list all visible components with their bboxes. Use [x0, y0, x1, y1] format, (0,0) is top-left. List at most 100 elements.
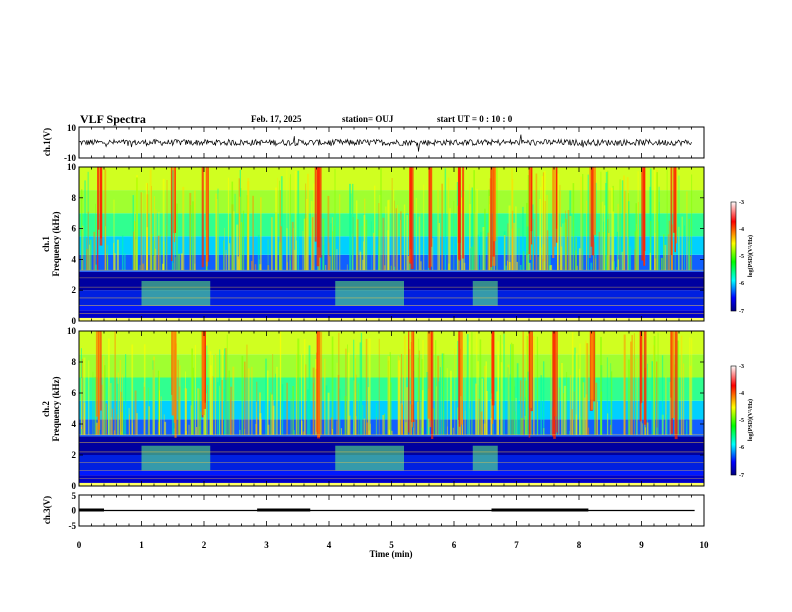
ch1-spec-noise-streak: [403, 204, 406, 271]
ch2-spec-noise-streak: [629, 420, 631, 435]
ch1-spec-noise-streak: [296, 240, 297, 271]
ch2-spec-noise-streak: [450, 370, 452, 435]
ch1-spec-noise-streak: [252, 195, 254, 271]
ch1-spec-noise-streak: [480, 232, 482, 271]
ch1-spec-noise-streak: [136, 177, 138, 271]
colorbar-ch2-tick: -6: [739, 445, 744, 451]
ch1-spec-noise-streak: [382, 217, 385, 271]
ch1-spec-noise-streak: [166, 225, 167, 271]
ch1-spec-noise-streak: [229, 243, 231, 271]
ch2-spec-noise-streak: [647, 363, 648, 435]
ch1-spec-event-streak: [431, 167, 433, 247]
ch1-spec-noise-streak: [84, 180, 86, 271]
ch1-spec-noise-streak: [471, 187, 473, 271]
ch1-spec-noise-streak: [388, 199, 390, 271]
ch1-spec-noise-streak: [600, 171, 602, 271]
ch2-spec-noise-streak: [627, 359, 630, 435]
ch2-spec-noise-streak: [308, 345, 311, 435]
ch1-spec-noise-streak: [477, 234, 479, 271]
ch1-ytick-label: 10: [67, 123, 77, 133]
ch2-spec-noise-streak: [134, 390, 137, 435]
ch2-spec-noise-streak: [409, 348, 411, 435]
ch1-spec-noise-streak: [469, 248, 471, 271]
ch2-spec-noise-streak: [435, 340, 437, 435]
ch1-spec-noise-streak: [664, 244, 667, 271]
ch1-spec-noise-streak: [379, 195, 381, 271]
ch1-spec-noise-streak: [113, 199, 115, 271]
ch1-spec-noise-streak: [192, 201, 194, 271]
ch1-spec-event-streak: [641, 167, 645, 261]
ch2-spec-ylabel-line1: ch.2: [41, 401, 51, 417]
ch2-spec-event-streak: [641, 331, 643, 403]
ch2-spec-noise-streak: [509, 374, 511, 435]
ch2-spec-noise-streak: [595, 382, 598, 435]
ch1-spec-noise-streak: [476, 189, 478, 271]
ch2-spec-noise-streak: [363, 418, 366, 435]
ch2-spec-noise-streak: [525, 380, 527, 435]
ch1-spec-noise-streak: [182, 186, 185, 271]
ch2-spec-noise-streak: [159, 390, 160, 435]
ch2-spec-noise-streak: [550, 334, 552, 435]
ch2-spec-noise-streak: [378, 338, 380, 435]
ch1-spec-noise-streak: [617, 203, 619, 271]
time-tick-label: 10: [700, 540, 710, 550]
ch2-spec-noise-streak: [480, 411, 483, 435]
ch2-spec-noise-streak: [271, 394, 273, 435]
ch2-spec-noise-streak: [585, 340, 587, 435]
ch1-spec-noise-streak: [650, 221, 652, 271]
ch1-spec-noise-streak: [294, 170, 297, 271]
ch1-spec-noise-streak: [595, 258, 597, 271]
ch1-spec-noise-streak: [629, 246, 632, 271]
ch1-spec-noise-streak: [637, 171, 639, 271]
ch1-spec-noise-streak: [93, 231, 96, 271]
ch1-spec-noise-streak: [531, 204, 534, 271]
ch2-spec-noise-streak: [485, 361, 487, 435]
ch2-spec-noise-streak: [357, 383, 359, 435]
ch1-spec-noise-streak: [89, 239, 92, 271]
ch2-spec-noise-streak: [347, 344, 348, 435]
ch1-spec-noise-streak: [154, 196, 155, 271]
ch1-spec-noise-streak: [95, 203, 96, 271]
ch1-spec-noise-streak: [681, 216, 683, 271]
ch1-ylabel: ch.1(V): [42, 128, 52, 156]
ch1-spec-noise-streak: [691, 174, 693, 271]
ch2-spec-noise-streak: [437, 355, 440, 435]
ch1-spec-band: [79, 305, 704, 311]
ch1-spec-noise-streak: [178, 253, 180, 271]
ch1-spec-noise-streak: [327, 195, 330, 271]
ch2-spec-noise-streak: [163, 414, 165, 435]
ch2-spec-noise-streak: [228, 370, 230, 435]
ch1-spec-noise-streak: [355, 200, 358, 271]
ch1-spec-noise-streak: [609, 187, 611, 271]
ch1-spec-noise-streak: [307, 173, 309, 271]
ch1-spec-noise-streak: [397, 205, 398, 271]
ch2-spec-noise-streak: [536, 336, 539, 435]
ch1-spec-noise-streak: [602, 201, 604, 271]
ch2-spec-event-streak: [458, 331, 460, 420]
ch1-spec-noise-streak: [286, 167, 288, 271]
ch2-spec-noise-streak: [188, 424, 190, 435]
ch1-spec-noise-streak: [535, 173, 538, 271]
ch1-spec-noise-streak: [291, 221, 294, 271]
ch2-spec-noise-streak: [293, 430, 295, 435]
ch1-spec-noise-streak: [447, 177, 450, 271]
ch1-spec-noise-streak: [339, 194, 341, 271]
ch2-spec-noise-streak: [631, 335, 633, 435]
ch2-spec-noise-streak: [281, 384, 284, 435]
ch2-spec-event-streak: [671, 331, 675, 418]
ch2-spec-noise-streak: [404, 335, 406, 435]
ch1-spec-noise-streak: [280, 176, 283, 271]
ch2-spec-noise-streak: [301, 354, 302, 435]
ch2-spec-noise-streak: [111, 408, 113, 435]
ch1-spec-event-streak: [674, 167, 676, 253]
ch1-spec-noise-streak: [684, 225, 685, 271]
ch2-spec-noise-streak: [173, 428, 175, 435]
ch2-spec-noise-streak: [582, 382, 585, 435]
ch2-spec-noise-streak: [307, 389, 309, 435]
ch1-spec-noise-streak: [587, 174, 589, 271]
ch1-spec-noise-streak: [259, 259, 260, 271]
ch2-spec-noise-streak: [397, 355, 399, 435]
ch1-spec-noise-streak: [384, 265, 386, 271]
ch2-spec-noise-streak: [524, 397, 526, 435]
ch2-spec-noise-streak: [80, 378, 83, 435]
